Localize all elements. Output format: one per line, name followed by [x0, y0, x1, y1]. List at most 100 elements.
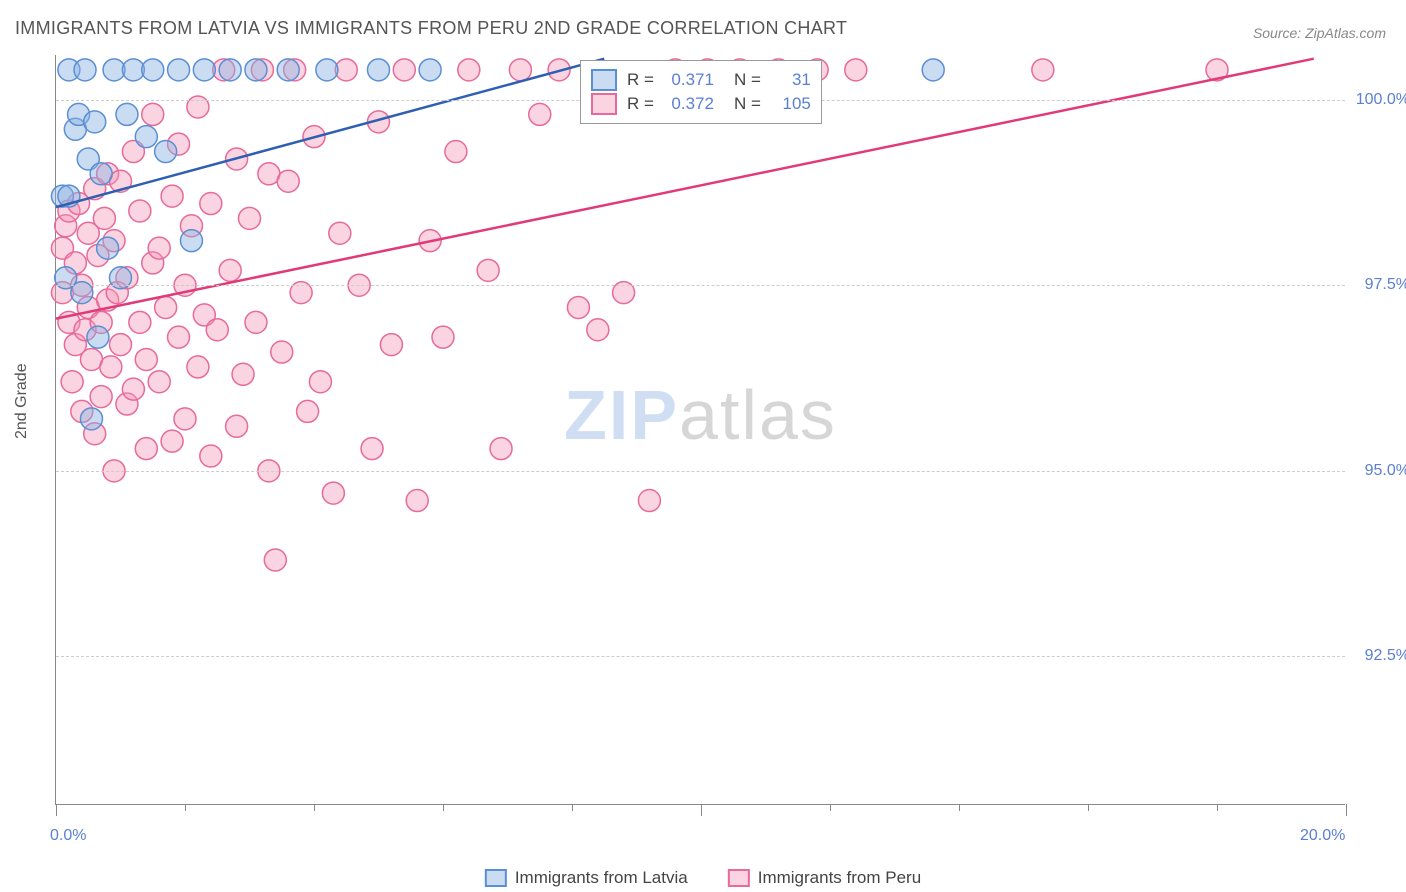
data-point-peru: [148, 237, 170, 259]
legend-n-label: N =: [734, 94, 761, 114]
legend-swatch-peru: [728, 869, 750, 887]
chart-title: IMMIGRANTS FROM LATVIA VS IMMIGRANTS FRO…: [15, 18, 847, 39]
x-tick: [185, 804, 186, 811]
data-point-peru: [380, 334, 402, 356]
x-tick: [1217, 804, 1218, 811]
data-point-peru: [845, 59, 867, 81]
data-point-peru: [445, 141, 467, 163]
data-point-peru: [393, 59, 415, 81]
data-point-peru: [129, 200, 151, 222]
data-point-latvia: [116, 103, 138, 125]
data-point-peru: [1032, 59, 1054, 81]
data-point-peru: [477, 259, 499, 281]
source-attribution: Source: ZipAtlas.com: [1253, 25, 1386, 41]
y-tick-label: 95.0%: [1365, 462, 1406, 480]
data-point-latvia: [74, 59, 96, 81]
grid-line: [56, 285, 1345, 286]
x-tick: [1088, 804, 1089, 811]
data-point-peru: [329, 222, 351, 244]
data-point-peru: [93, 207, 115, 229]
data-point-peru: [458, 59, 480, 81]
data-point-peru: [245, 311, 267, 333]
data-point-peru: [297, 400, 319, 422]
data-point-peru: [174, 408, 196, 430]
data-point-peru: [135, 348, 157, 370]
data-point-peru: [638, 490, 660, 512]
data-point-peru: [129, 311, 151, 333]
x-tick: [572, 804, 573, 811]
data-point-peru: [187, 356, 209, 378]
legend-swatch: [591, 93, 617, 115]
data-point-latvia: [219, 59, 241, 81]
y-tick-label: 97.5%: [1365, 276, 1406, 294]
data-point-latvia: [135, 126, 157, 148]
legend-item-peru: Immigrants from Peru: [728, 868, 921, 888]
data-point-peru: [206, 319, 228, 341]
legend-label-peru: Immigrants from Peru: [758, 868, 921, 888]
data-point-latvia: [80, 408, 102, 430]
data-point-peru: [277, 170, 299, 192]
data-point-latvia: [277, 59, 299, 81]
data-point-latvia: [922, 59, 944, 81]
legend-swatch-latvia: [485, 869, 507, 887]
legend-r-value: 0.371: [664, 70, 714, 90]
data-point-latvia: [368, 59, 390, 81]
data-point-peru: [110, 334, 132, 356]
legend-swatch: [591, 69, 617, 91]
grid-line: [56, 471, 1345, 472]
data-point-latvia: [84, 111, 106, 133]
data-point-peru: [122, 378, 144, 400]
x-tick: [443, 804, 444, 811]
data-point-peru: [135, 438, 157, 460]
legend-n-value: 105: [771, 94, 811, 114]
data-point-peru: [168, 326, 190, 348]
y-tick-label: 100.0%: [1356, 91, 1406, 109]
data-point-latvia: [316, 59, 338, 81]
data-point-latvia: [245, 59, 267, 81]
legend-label-latvia: Immigrants from Latvia: [515, 868, 688, 888]
data-point-latvia: [193, 59, 215, 81]
x-tick: [701, 804, 702, 816]
scatter-plot-svg: [56, 55, 1345, 804]
legend-r-label: R =: [627, 94, 654, 114]
data-point-peru: [239, 207, 261, 229]
legend-item-latvia: Immigrants from Latvia: [485, 868, 688, 888]
x-tick: [1346, 804, 1347, 816]
data-point-peru: [509, 59, 531, 81]
data-point-latvia: [180, 230, 202, 252]
data-point-latvia: [90, 163, 112, 185]
data-point-peru: [490, 438, 512, 460]
data-point-peru: [226, 415, 248, 437]
legend-n-label: N =: [734, 70, 761, 90]
data-point-latvia: [142, 59, 164, 81]
legend-r-value: 0.372: [664, 94, 714, 114]
data-point-peru: [142, 103, 164, 125]
legend-r-label: R =: [627, 70, 654, 90]
data-point-latvia: [97, 237, 119, 259]
data-point-peru: [155, 296, 177, 318]
y-axis-title: 2nd Grade: [13, 363, 31, 439]
data-point-peru: [90, 386, 112, 408]
data-point-latvia: [87, 326, 109, 348]
data-point-latvia: [155, 141, 177, 163]
grid-line: [56, 656, 1345, 657]
data-point-peru: [406, 490, 428, 512]
data-point-peru: [61, 371, 83, 393]
data-point-peru: [529, 103, 551, 125]
correlation-legend: R =0.371N =31R =0.372N =105: [580, 60, 822, 124]
data-point-peru: [587, 319, 609, 341]
chart-plot-area: ZIPatlas 100.0%97.5%95.0%92.5%: [55, 55, 1345, 805]
data-point-peru: [432, 326, 454, 348]
data-point-latvia: [168, 59, 190, 81]
data-point-peru: [200, 193, 222, 215]
data-point-peru: [271, 341, 293, 363]
x-tick: [314, 804, 315, 811]
data-point-peru: [309, 371, 331, 393]
x-tick: [959, 804, 960, 811]
data-point-peru: [219, 259, 241, 281]
data-point-latvia: [419, 59, 441, 81]
bottom-legend: Immigrants from Latvia Immigrants from P…: [485, 868, 921, 888]
data-point-peru: [200, 445, 222, 467]
data-point-peru: [361, 438, 383, 460]
x-tick-label: 0.0%: [50, 827, 86, 845]
